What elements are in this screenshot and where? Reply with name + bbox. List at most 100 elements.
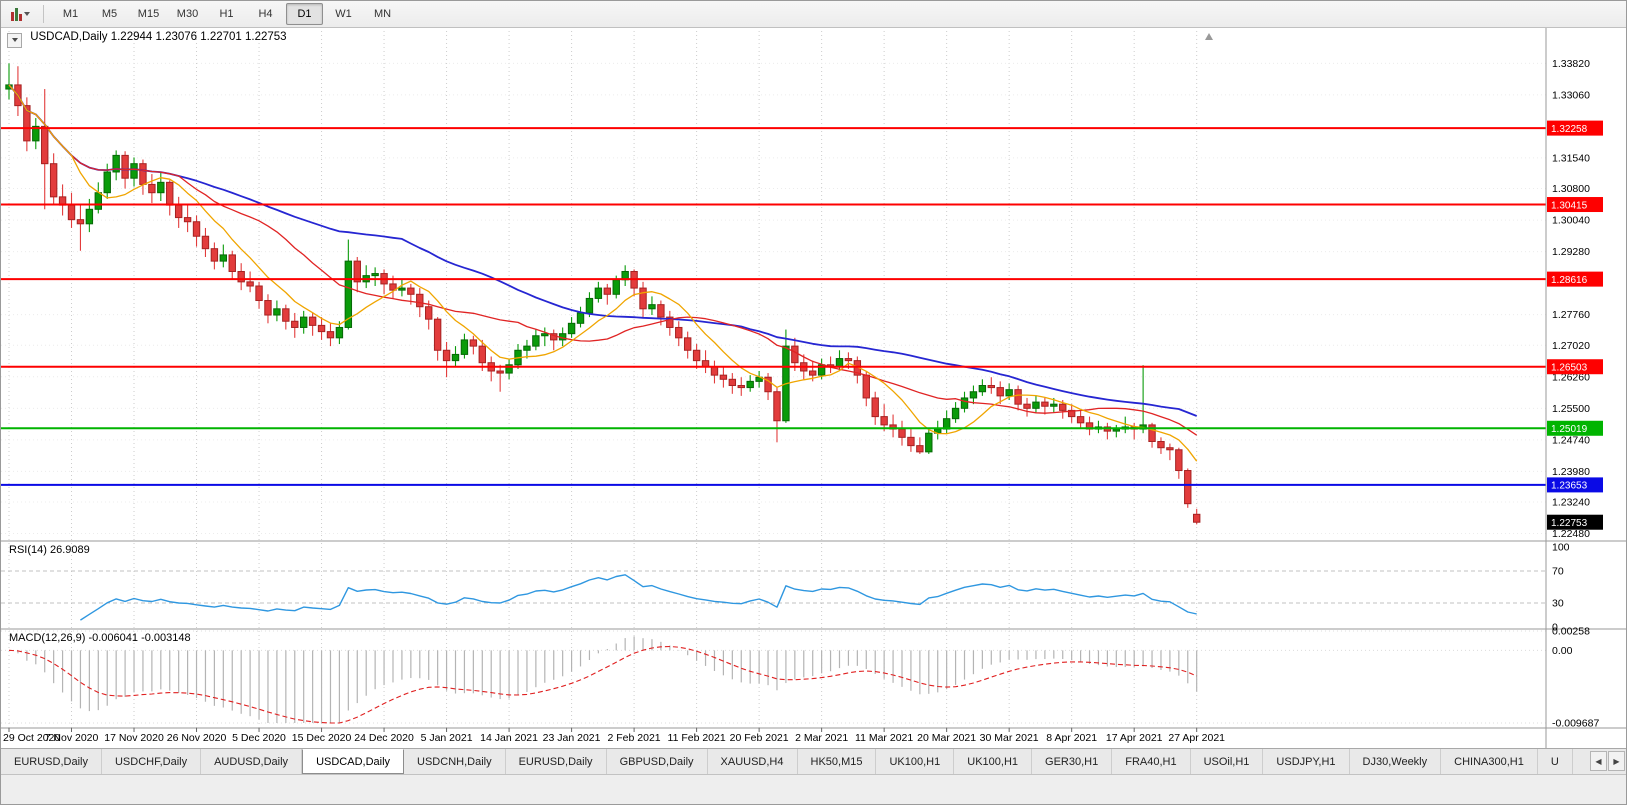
macd-histogram <box>17 636 1198 723</box>
chart-tab-audusd-daily[interactable]: AUDUSD,Daily <box>201 749 303 774</box>
svg-text:26 Nov 2020: 26 Nov 2020 <box>167 732 227 744</box>
chevron-down-icon <box>11 38 18 42</box>
macd-signal-line <box>8 645 1197 724</box>
svg-text:1.30415: 1.30415 <box>1551 200 1588 211</box>
chart-tab-eurusd-daily[interactable]: EURUSD,Daily <box>505 749 607 774</box>
timeframe-button-h1[interactable]: H1 <box>219 8 234 20</box>
price-chart-canvas[interactable]: 1.33820 1.33060 1.31540 1.30800 1.30040 1.292… <box>1 28 1627 748</box>
timeframe-button-m5[interactable]: M5 <box>101 8 118 20</box>
svg-text:30: 30 <box>1552 598 1564 610</box>
rsi-panel-layer <box>1 570 1546 621</box>
chart-tab-usdjpy-h1[interactable]: USDJPY,H1 <box>1263 749 1350 774</box>
panel-frame <box>1 28 1626 748</box>
svg-text:1.26260: 1.26260 <box>1552 371 1590 383</box>
chart-tab-usdcnh-daily[interactable]: USDCNH,Daily <box>404 749 506 774</box>
horizontal-levels-layer[interactable] <box>1 127 1546 486</box>
chart-tab-usdchf-daily[interactable]: USDCHF,Daily <box>101 749 202 774</box>
rsi-indicator-label: RSI(14) 26.9089 <box>9 544 90 556</box>
timeframe-button-w1[interactable]: W1 <box>335 8 352 20</box>
svg-text:5 Dec 2020: 5 Dec 2020 <box>232 732 286 744</box>
svg-text:11 Feb 2021: 11 Feb 2021 <box>668 732 726 744</box>
timeframe-button-m1[interactable]: M1 <box>62 8 79 20</box>
chart-tab-eurusd-daily[interactable]: EURUSD,Daily <box>1 749 102 774</box>
svg-text:1.27760: 1.27760 <box>1552 309 1590 321</box>
tab-scroll-left-icon[interactable]: ◀ <box>1590 751 1607 771</box>
chart-tab-usoil-h1[interactable]: USOil,H1 <box>1190 749 1264 774</box>
tab-scroll-right-icon[interactable]: ▶ <box>1608 751 1625 771</box>
chart-tab-u[interactable]: U <box>1537 749 1573 774</box>
chart-tab-xauusd-h4[interactable]: XAUUSD,H4 <box>707 749 798 774</box>
svg-text:1.28616: 1.28616 <box>1551 275 1588 286</box>
price-axis-labels: 1.33820 1.33060 1.31540 1.30800 1.30040 1.292… <box>1552 58 1599 730</box>
chart-tab-usdcad-daily[interactable]: USDCAD,Daily <box>302 749 405 774</box>
chart-tab-uk100-h1[interactable]: UK100,H1 <box>954 749 1033 774</box>
svg-text:2 Mar 2021: 2 Mar 2021 <box>795 732 848 744</box>
svg-text:0.00: 0.00 <box>1552 645 1573 657</box>
svg-text:1.24740: 1.24740 <box>1552 434 1590 446</box>
svg-text:27 Apr 2021: 27 Apr 2021 <box>1168 732 1225 744</box>
svg-text:23 Jan 2021: 23 Jan 2021 <box>543 732 601 744</box>
svg-text:30 Mar 2021: 30 Mar 2021 <box>980 732 1039 744</box>
chart-title: USDCAD,Daily 1.22944 1.23076 1.22701 1.2… <box>30 31 287 43</box>
toolbar-separator <box>43 5 44 23</box>
svg-text:1.26503: 1.26503 <box>1551 363 1588 374</box>
svg-text:1.23653: 1.23653 <box>1551 481 1588 492</box>
chart-shift-marker[interactable] <box>1205 33 1213 40</box>
svg-text:20 Feb 2021: 20 Feb 2021 <box>730 732 789 744</box>
svg-text:1.23240: 1.23240 <box>1552 497 1590 509</box>
svg-text:17 Nov 2020: 17 Nov 2020 <box>104 732 164 744</box>
timeframe-button-m30[interactable]: M30 <box>176 8 199 20</box>
chart-tab-ger30-h1[interactable]: GER30,H1 <box>1032 749 1113 774</box>
svg-text:1.23980: 1.23980 <box>1552 466 1590 478</box>
svg-text:1.31540: 1.31540 <box>1552 152 1590 164</box>
ma-mid-line <box>8 84 1198 436</box>
macd-panel-layer <box>1 630 1546 724</box>
chart-tab-china300-h1[interactable]: CHINA300,H1 <box>1441 749 1538 774</box>
status-bar <box>1 774 1626 804</box>
chart-tab-uk100-h1[interactable]: UK100,H1 <box>876 749 955 774</box>
grid-layer <box>1 31 1546 728</box>
chart-tab-fra40-h1[interactable]: FRA40,H1 <box>1112 749 1191 774</box>
svg-text:1.25019: 1.25019 <box>1551 424 1588 435</box>
macd-indicator-label: MACD(12,26,9) -0.006041 -0.003148 <box>9 632 191 644</box>
svg-text:24 Dec 2020: 24 Dec 2020 <box>354 732 414 744</box>
timeframe-button-h4[interactable]: H4 <box>258 8 273 20</box>
svg-text:2 Feb 2021: 2 Feb 2021 <box>608 732 661 744</box>
svg-text:17 Apr 2021: 17 Apr 2021 <box>1106 732 1163 744</box>
svg-text:100: 100 <box>1552 542 1570 554</box>
svg-text:8 Apr 2021: 8 Apr 2021 <box>1046 732 1097 744</box>
svg-text:11 Mar 2021: 11 Mar 2021 <box>855 732 913 744</box>
dropdown-arrow-icon <box>24 12 30 16</box>
tab-scroll-buttons: ◀ ▶ <box>1588 749 1625 773</box>
svg-text:14 Jan 2021: 14 Jan 2021 <box>480 732 538 744</box>
timeframe-button-mn[interactable]: MN <box>373 8 392 20</box>
candles-layer <box>5 63 1201 525</box>
chart-type-candlestick-icon[interactable] <box>6 5 35 24</box>
timeframe-button-group: M1 M5 M15 M30 H1 H4 D1 W1 MN <box>52 3 401 25</box>
price-badges: 1.32258 1.30415 1.28616 1.26503 1.25019 1.236… <box>1547 120 1603 530</box>
ma-slow-line <box>8 84 1198 417</box>
timeframe-button-m15[interactable]: M15 <box>137 8 160 20</box>
chart-tabs-bar: EURUSD,Daily USDCHF,Daily AUDUSD,Daily USDC… <box>1 748 1626 774</box>
ma-fast-line <box>8 84 1198 462</box>
svg-text:1.33060: 1.33060 <box>1552 89 1590 101</box>
chart-tab-hk50-m15[interactable]: HK50,M15 <box>797 749 877 774</box>
svg-text:1.22480: 1.22480 <box>1552 528 1590 540</box>
svg-text:0: 0 <box>1552 622 1558 634</box>
chart-area[interactable]: 1.33820 1.33060 1.31540 1.30800 1.30040 1.292… <box>1 28 1627 748</box>
svg-text:29 Oct 2020: 29 Oct 2020 <box>3 732 60 744</box>
svg-text:1.27020: 1.27020 <box>1552 340 1590 352</box>
one-click-trading-toggle[interactable] <box>7 32 22 48</box>
chart-tab-dj30-weekly[interactable]: DJ30,Weekly <box>1349 749 1442 774</box>
svg-text:70: 70 <box>1552 566 1564 578</box>
chart-tab-gbpusd-daily[interactable]: GBPUSD,Daily <box>606 749 708 774</box>
svg-text:20 Mar 2021: 20 Mar 2021 <box>917 732 976 744</box>
svg-text:0.00258: 0.00258 <box>1552 626 1590 638</box>
chart-title-row: USDCAD,Daily 1.22944 1.23076 1.22701 1.2… <box>7 31 287 48</box>
timeframes-toolbar: M1 M5 M15 M30 H1 H4 D1 W1 MN <box>1 1 1626 28</box>
svg-text:-0.009687: -0.009687 <box>1552 718 1599 730</box>
timeframe-button-d1[interactable]: D1 <box>286 3 323 25</box>
svg-text:1.30040: 1.30040 <box>1552 215 1590 227</box>
